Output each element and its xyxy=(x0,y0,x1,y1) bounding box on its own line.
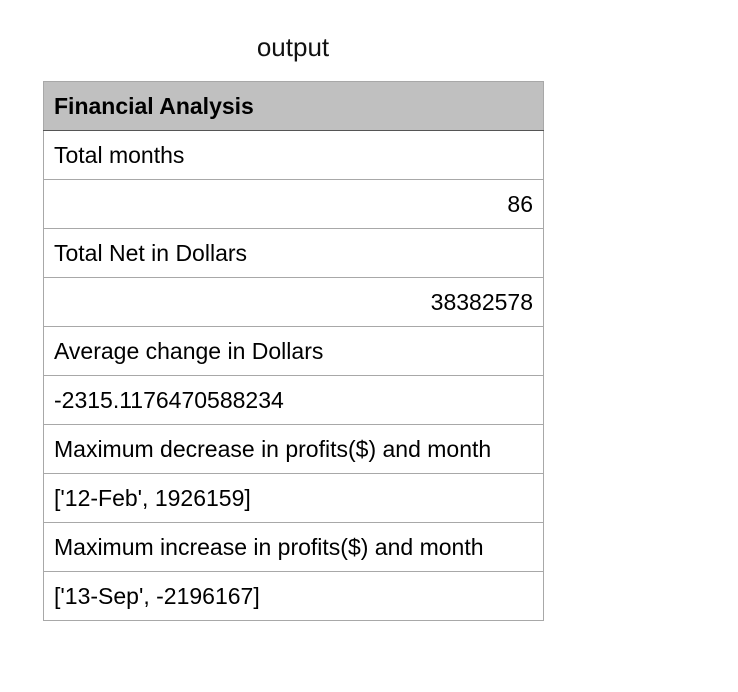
sheet-title: output xyxy=(256,32,330,62)
table-row: Maximum decrease in profits($) and month xyxy=(43,424,544,474)
table-cell-max-decrease-value: ['12-Feb', 1926159] xyxy=(43,473,544,523)
table-row: Maximum increase in profits($) and month xyxy=(43,522,544,572)
table-header-row: Financial Analysis xyxy=(43,81,544,131)
financial-analysis-table: Financial Analysis Total months 86 Total… xyxy=(43,81,544,621)
table-cell-average-change-value: -2315.1176470588234 xyxy=(43,375,544,425)
table-cell-total-net-label: Total Net in Dollars xyxy=(43,228,544,278)
table-row: -2315.1176470588234 xyxy=(43,375,544,425)
table-row: ['13-Sep', -2196167] xyxy=(43,571,544,621)
table-cell-max-decrease-label: Maximum decrease in profits($) and month xyxy=(43,424,544,474)
table-cell-max-increase-label: Maximum increase in profits($) and month xyxy=(43,522,544,572)
table-cell-total-months-value: 86 xyxy=(43,179,544,229)
table-row: Average change in Dollars xyxy=(43,326,544,376)
table-cell-average-change-label: Average change in Dollars xyxy=(43,326,544,376)
table-cell-total-net-value: 38382578 xyxy=(43,277,544,327)
table-row: Total Net in Dollars xyxy=(43,228,544,278)
table-header-cell: Financial Analysis xyxy=(43,81,544,131)
table-cell-total-months-label: Total months xyxy=(43,130,544,180)
table-row: Total months xyxy=(43,130,544,180)
table-row: ['12-Feb', 1926159] xyxy=(43,473,544,523)
table-cell-max-increase-value: ['13-Sep', -2196167] xyxy=(43,571,544,621)
table-row: 38382578 xyxy=(43,277,544,327)
table-row: 86 xyxy=(43,179,544,229)
